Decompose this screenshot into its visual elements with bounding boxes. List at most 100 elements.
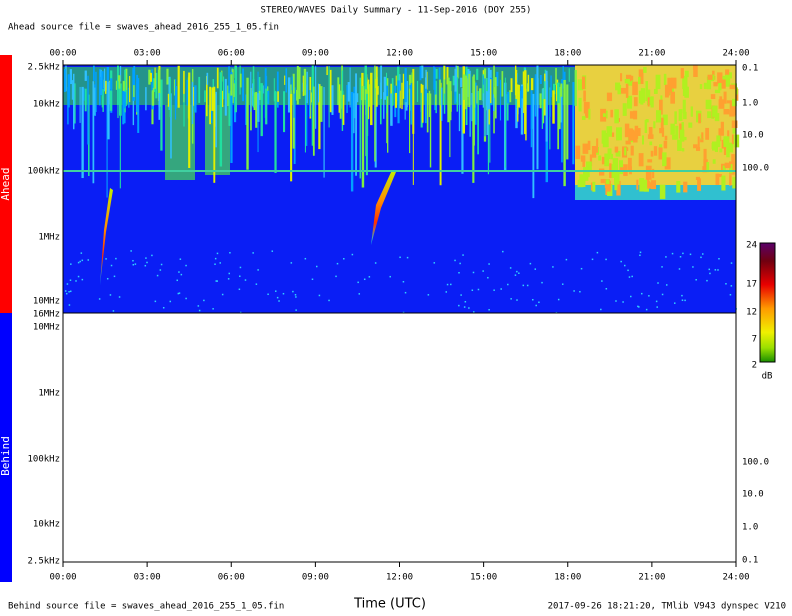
streak — [520, 86, 523, 99]
patch — [662, 114, 668, 126]
dot — [110, 264, 113, 267]
patch — [703, 148, 707, 163]
patch — [644, 119, 648, 134]
streak — [552, 83, 556, 95]
freq-label: 100kHz — [27, 167, 60, 177]
top-time-label: 00:00 — [49, 49, 76, 59]
dot — [557, 298, 560, 301]
streak — [501, 71, 504, 97]
streak — [421, 65, 424, 79]
patch — [727, 142, 734, 153]
patch — [690, 106, 693, 117]
streak — [319, 85, 321, 148]
patch — [663, 140, 668, 149]
streak — [560, 83, 563, 97]
dot — [112, 310, 115, 312]
title: STEREO/WAVES Daily Summary - 11-Sep-2016… — [261, 6, 532, 16]
patch — [678, 109, 683, 121]
dot — [516, 270, 518, 273]
dot — [620, 260, 622, 263]
streak — [339, 90, 342, 119]
streak — [305, 84, 308, 146]
patch — [718, 99, 725, 109]
streak — [102, 88, 104, 112]
patch — [724, 162, 731, 169]
streak — [267, 90, 270, 105]
streak — [132, 68, 134, 101]
streak — [246, 77, 249, 170]
freq-label: 10MHz — [33, 297, 60, 307]
dot — [482, 270, 484, 272]
streak — [452, 75, 456, 86]
dot — [219, 262, 221, 264]
dot — [179, 258, 182, 260]
streak — [296, 65, 299, 105]
streak — [101, 91, 103, 108]
dot — [358, 293, 361, 295]
patch — [719, 79, 726, 89]
patch — [681, 148, 685, 152]
patch — [650, 96, 654, 108]
patch — [705, 99, 712, 110]
streak — [284, 75, 286, 85]
streak — [329, 69, 332, 113]
dot — [156, 274, 159, 277]
dot — [655, 300, 658, 303]
streak — [514, 65, 517, 96]
streak — [416, 80, 419, 103]
streak — [397, 80, 400, 124]
dot — [80, 252, 83, 254]
streak — [377, 85, 379, 95]
streak — [386, 85, 389, 97]
patch — [714, 144, 718, 152]
streak — [409, 88, 411, 154]
patch — [650, 180, 657, 190]
patch — [650, 150, 654, 157]
streak — [494, 77, 497, 119]
freq-label: 1MHz — [38, 389, 60, 399]
dot — [689, 253, 692, 256]
streak — [542, 88, 544, 99]
dot — [645, 308, 648, 311]
streak — [317, 83, 320, 103]
patch — [602, 113, 606, 117]
patch — [703, 159, 708, 170]
dot — [292, 290, 294, 293]
streak — [365, 93, 368, 176]
dot — [473, 311, 475, 313]
patch — [682, 99, 686, 114]
dot — [631, 275, 633, 278]
dot — [212, 308, 214, 310]
dot — [328, 299, 330, 302]
dot — [630, 295, 632, 298]
dot — [75, 280, 77, 282]
streak — [383, 76, 387, 100]
patch — [645, 81, 648, 90]
dot — [69, 279, 72, 281]
dot — [538, 301, 540, 304]
bottom-time-label: 03:00 — [134, 573, 161, 583]
dot — [399, 256, 401, 259]
dot — [177, 292, 180, 295]
streak — [69, 69, 72, 85]
patch — [633, 131, 638, 143]
dot — [159, 269, 162, 271]
dot — [684, 299, 686, 302]
dot — [580, 267, 583, 270]
dot — [493, 289, 495, 291]
streak — [530, 78, 534, 91]
top-time-label: 15:00 — [470, 49, 497, 59]
streak — [557, 82, 560, 104]
streak — [379, 82, 382, 125]
dot — [596, 251, 599, 254]
streak — [198, 76, 201, 103]
dot — [591, 258, 594, 261]
streak — [449, 92, 451, 158]
dot — [227, 278, 230, 280]
patch — [725, 69, 730, 75]
dot — [278, 300, 280, 302]
dot — [487, 276, 489, 279]
streak — [524, 70, 527, 135]
streak — [65, 65, 67, 92]
streak — [326, 66, 328, 76]
